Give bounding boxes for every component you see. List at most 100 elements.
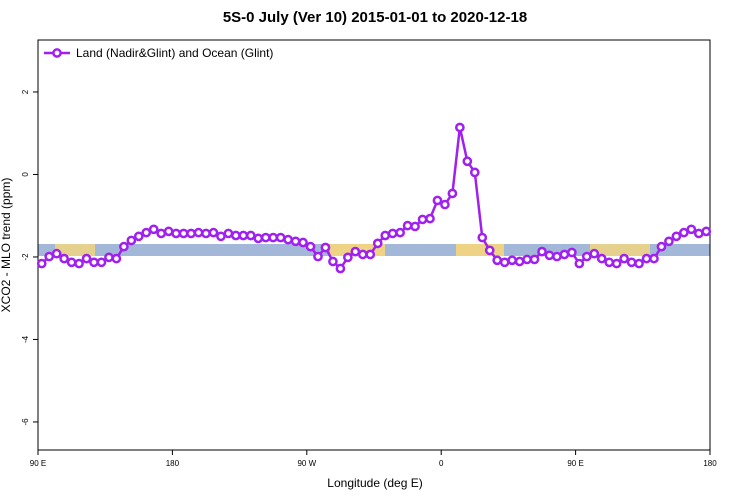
data-point <box>477 232 488 243</box>
data-point <box>604 257 615 268</box>
data-point <box>141 227 152 238</box>
data-point <box>305 241 316 252</box>
land-patch <box>590 244 650 256</box>
land-patch <box>456 244 504 256</box>
data-point <box>596 253 607 264</box>
data-point <box>507 255 517 266</box>
x-tick-label: 90 E <box>567 459 583 468</box>
data-point <box>499 257 510 268</box>
data-point <box>313 251 323 262</box>
data-point <box>365 249 376 260</box>
data-point <box>402 220 413 231</box>
data-point <box>656 241 667 252</box>
data-point <box>260 232 271 243</box>
data-point <box>357 249 368 260</box>
data-point <box>111 253 122 264</box>
data-point <box>522 254 532 265</box>
data-point <box>223 228 234 239</box>
data-point <box>238 230 249 241</box>
legend-label: Land (Nadir&Glint) and Ocean (Glint) <box>76 46 273 60</box>
data-point <box>701 226 712 237</box>
data-point <box>290 236 301 247</box>
data-point <box>469 167 480 178</box>
data-point <box>679 227 689 238</box>
chart-title: 5S-0 July (Ver 10) 2015-01-01 to 2020-12… <box>223 9 527 26</box>
data-point <box>529 254 540 265</box>
land-patch <box>55 244 95 256</box>
data-point <box>96 257 107 268</box>
x-tick-label: 90 W <box>297 459 316 468</box>
data-point <box>119 241 129 252</box>
data-point <box>335 263 346 274</box>
data-point <box>626 257 637 268</box>
data-point <box>51 248 62 259</box>
data-point <box>275 232 286 243</box>
y-tick-label: 2 <box>21 89 30 94</box>
y-tick-label: -4 <box>21 335 30 343</box>
data-point <box>425 213 435 224</box>
data-point <box>320 242 331 253</box>
data-point <box>268 232 279 243</box>
data-point <box>544 250 555 261</box>
data-point <box>283 234 293 245</box>
data-point <box>693 228 704 239</box>
data-point <box>455 122 465 133</box>
data-point <box>462 156 473 167</box>
data-point <box>59 253 69 264</box>
data-point <box>231 230 241 241</box>
y-tick-label: -6 <box>21 418 30 426</box>
data-point <box>66 257 77 268</box>
data-point <box>440 199 450 210</box>
data-point <box>537 246 547 257</box>
data-point <box>372 238 383 249</box>
legend-marker <box>52 48 62 58</box>
x-axis-label: Longitude (deg E) <box>327 476 422 490</box>
data-point <box>514 256 525 267</box>
data-point <box>380 230 391 241</box>
data-point <box>484 245 495 256</box>
data-point <box>567 247 577 258</box>
data-point <box>611 258 622 269</box>
y-tick-label: -2 <box>21 253 30 261</box>
y-axis-label: XCO2 - MLO trend (ppm) <box>0 178 13 313</box>
data-point <box>133 231 144 242</box>
data-point <box>208 227 219 238</box>
data-point <box>89 257 99 268</box>
data-point <box>559 249 570 260</box>
data-point <box>156 228 167 239</box>
x-tick-label: 90 E <box>30 459 46 468</box>
data-point <box>178 228 189 239</box>
y-tick-label: 0 <box>21 172 30 177</box>
data-point <box>619 253 629 264</box>
data-point <box>44 251 55 262</box>
plot-frame <box>37 39 711 451</box>
data-point <box>163 226 174 237</box>
data-point <box>298 237 308 248</box>
data-point <box>552 251 562 262</box>
data-point <box>328 256 338 267</box>
data-point <box>245 230 256 241</box>
data-point <box>216 231 226 242</box>
data-point <box>671 231 682 242</box>
data-point <box>186 228 196 239</box>
data-point <box>581 251 592 262</box>
data-point <box>634 258 644 269</box>
x-tick-label: 0 <box>439 459 444 468</box>
data-point <box>410 221 420 232</box>
data-point <box>104 252 114 263</box>
data-point <box>589 248 600 259</box>
data-point <box>641 253 652 264</box>
data-point <box>686 224 697 235</box>
data-point <box>81 253 92 264</box>
x-tick-label: 180 <box>703 459 717 468</box>
data-point <box>193 227 204 238</box>
data-point <box>350 246 361 257</box>
x-tick-label: 180 <box>166 459 180 468</box>
data-point <box>395 227 405 238</box>
data-point <box>574 258 585 269</box>
data-point <box>253 233 264 244</box>
data-point <box>36 258 47 269</box>
data-point <box>492 255 503 266</box>
data-point <box>432 195 443 206</box>
